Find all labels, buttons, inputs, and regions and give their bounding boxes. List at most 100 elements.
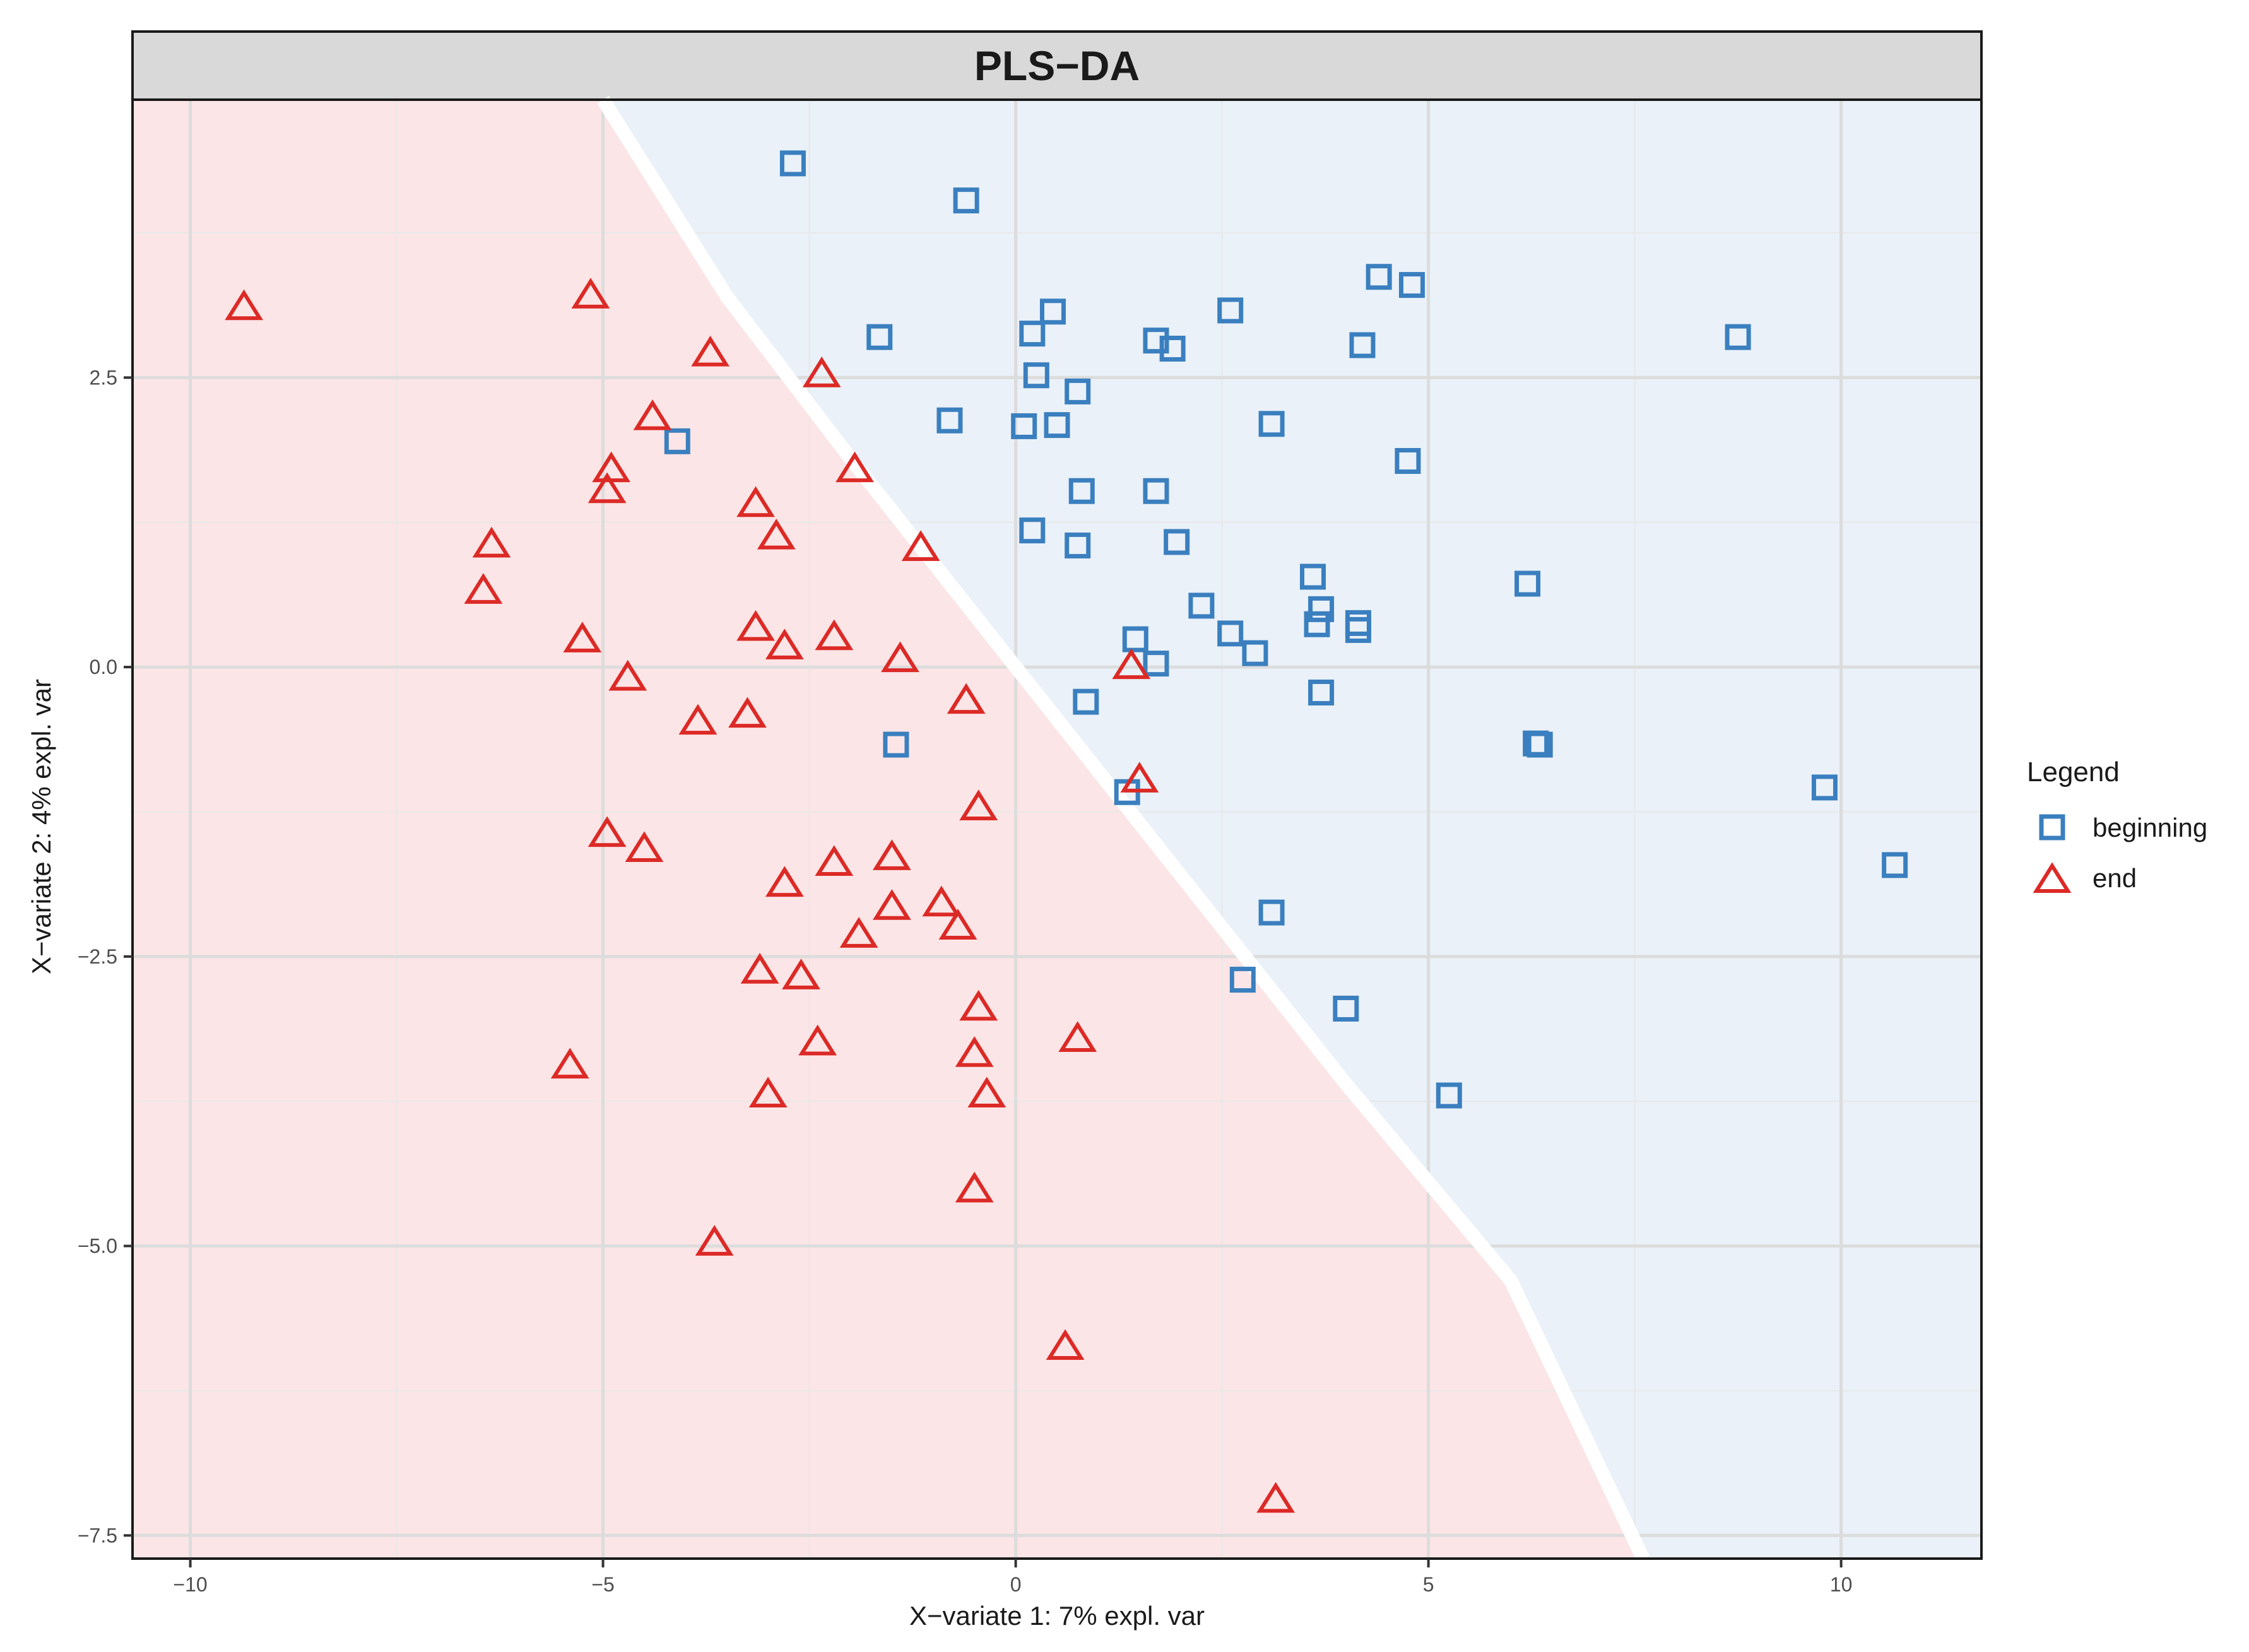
beginning-point (779, 150, 806, 177)
x-axis-title: X−variate 1: 7% expl. var (909, 1601, 1205, 1631)
y-tick-label: −2.5 (78, 945, 117, 968)
end-point (839, 917, 878, 948)
end-point (1058, 1021, 1097, 1052)
end-point (782, 959, 820, 989)
beginning-point (1308, 679, 1335, 705)
y-tick-label: 2.5 (90, 366, 117, 389)
end-point (728, 697, 767, 728)
beginning-point (883, 731, 909, 758)
beginning-point (1258, 411, 1285, 437)
y-tick-label: 0.0 (90, 656, 117, 678)
beginning-point (1159, 336, 1186, 362)
end-point (959, 789, 998, 820)
end-point (815, 619, 854, 651)
legend-title: Legend (2027, 757, 2120, 788)
end-point (938, 909, 977, 940)
beginning-point (1725, 324, 1751, 350)
plot-border (131, 98, 1983, 1560)
beginning-point (1299, 563, 1326, 590)
end-point (736, 486, 775, 517)
beginning-point (1514, 570, 1541, 597)
beginning-point (1217, 620, 1244, 647)
end-point (955, 1171, 994, 1203)
beginning-point (1811, 774, 1838, 801)
chart-title: PLS−DA (974, 42, 1140, 89)
end-region-background (133, 100, 1643, 1559)
beginning-point (1019, 517, 1046, 544)
x-tick-label: 5 (1423, 1573, 1434, 1596)
beginning-point (1242, 640, 1268, 666)
end-point (967, 1077, 1006, 1108)
beginning-point (1044, 412, 1070, 439)
decision-boundary (597, 96, 1650, 1562)
end-point (959, 989, 998, 1021)
end-point (955, 1036, 994, 1067)
y-tick-label: −5.0 (78, 1235, 117, 1258)
end-point (464, 573, 503, 604)
end-point (881, 641, 919, 673)
end-point (1046, 1329, 1085, 1360)
end-point (802, 357, 841, 387)
beginning-point (1019, 321, 1046, 347)
end-point (695, 1225, 734, 1256)
end-point (625, 831, 664, 863)
beginning-point (1304, 611, 1330, 637)
beginning-point (1349, 332, 1376, 358)
legend-end-symbol (2033, 862, 2072, 893)
beginning-point (1308, 596, 1335, 622)
x-tick-label: 10 (1830, 1573, 1853, 1596)
end-point (757, 518, 796, 550)
beginning-point (953, 187, 979, 214)
end-point (587, 816, 627, 847)
beginning-point (1023, 362, 1049, 389)
end-point (472, 526, 511, 558)
end-point (835, 451, 874, 483)
legend-end-label: end (2093, 863, 2137, 893)
beginning-point (1143, 327, 1169, 354)
beginning-point (664, 428, 690, 454)
beginning-region-background (603, 100, 1982, 1559)
beginning-point (1164, 529, 1190, 555)
end-point (901, 530, 940, 561)
beginning-point (1882, 852, 1908, 878)
end-point (563, 622, 602, 652)
y-axis-title: X−variate 2: 4% expl. var (27, 679, 56, 974)
end-point (815, 845, 854, 876)
beginning-point (1122, 626, 1148, 652)
x-tick-label: 0 (1010, 1573, 1022, 1596)
beginning-point (1039, 298, 1066, 325)
x-tick-label: −5 (591, 1573, 614, 1596)
beginning-point (1217, 297, 1244, 324)
end-point (765, 866, 804, 897)
beginning-point (866, 324, 893, 350)
beginning-point (1229, 967, 1256, 993)
legend-beginning-label: beginning (2093, 813, 2207, 842)
beginning-point (1395, 447, 1421, 474)
beginning-point (1436, 1082, 1462, 1109)
end-point (225, 289, 263, 321)
end-point (740, 953, 779, 984)
beginning-point (1011, 413, 1037, 439)
end-point (798, 1024, 837, 1056)
end-point (1256, 1482, 1296, 1513)
plot-area (131, 96, 1983, 1562)
x-tick-label: −10 (173, 1573, 207, 1596)
y-tick-label: −7.5 (78, 1524, 117, 1547)
beginning-point (1068, 478, 1095, 504)
end-point (1120, 762, 1159, 793)
end-point (947, 683, 986, 714)
beginning-point (1188, 593, 1215, 619)
end-point (1112, 648, 1151, 680)
beginning-point (1143, 478, 1169, 504)
end-point (736, 610, 775, 641)
strip-header (131, 30, 1983, 101)
beginning-point (1345, 617, 1371, 643)
end-point (587, 472, 627, 504)
beginning-point (1398, 272, 1425, 298)
x-axis: −10 −5 0 5 10 (173, 1559, 1852, 1596)
end-point (678, 704, 717, 735)
legend-beginning-symbol (2039, 814, 2065, 841)
end-point (633, 399, 672, 430)
beginning-point (1366, 264, 1392, 290)
end-point (765, 628, 804, 659)
